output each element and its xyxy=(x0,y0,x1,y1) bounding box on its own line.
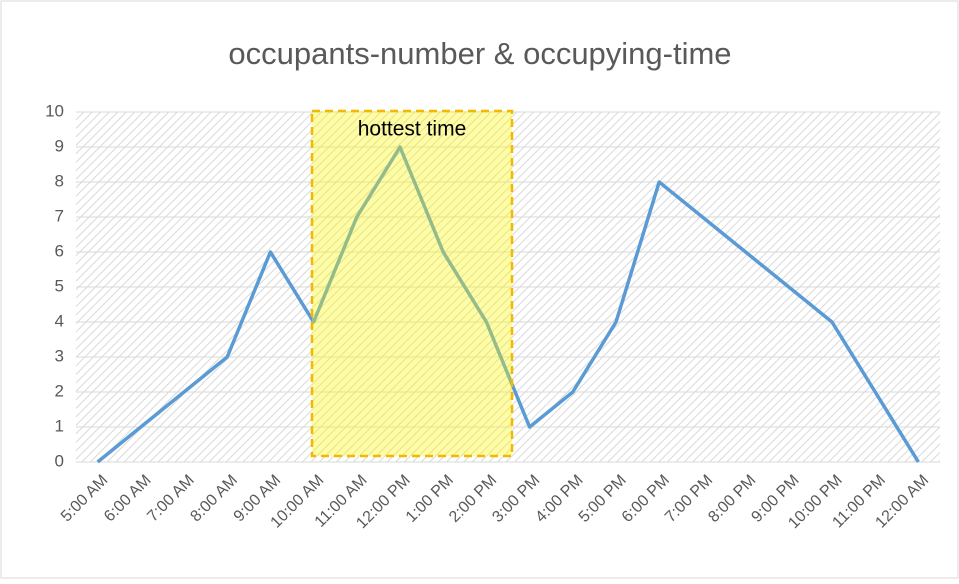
y-tick-label: 0 xyxy=(55,451,64,470)
y-tick-label: 8 xyxy=(55,171,64,190)
y-tick-label: 4 xyxy=(55,311,64,330)
annotation: hottest time xyxy=(358,118,467,141)
y-tick-label: 6 xyxy=(55,241,64,260)
y-tick-label: 3 xyxy=(55,346,64,365)
y-tick-label: 10 xyxy=(45,101,64,120)
y-tick-label: 7 xyxy=(55,206,64,225)
y-tick-label: 1 xyxy=(55,416,64,435)
y-tick-label: 5 xyxy=(55,276,64,295)
y-tick-label: 9 xyxy=(55,136,64,155)
hottest-time-box xyxy=(310,109,514,458)
data-line xyxy=(96,145,920,464)
y-tick-label: 2 xyxy=(55,381,64,400)
chart-title: occupants-number & occupying-time xyxy=(228,36,731,71)
